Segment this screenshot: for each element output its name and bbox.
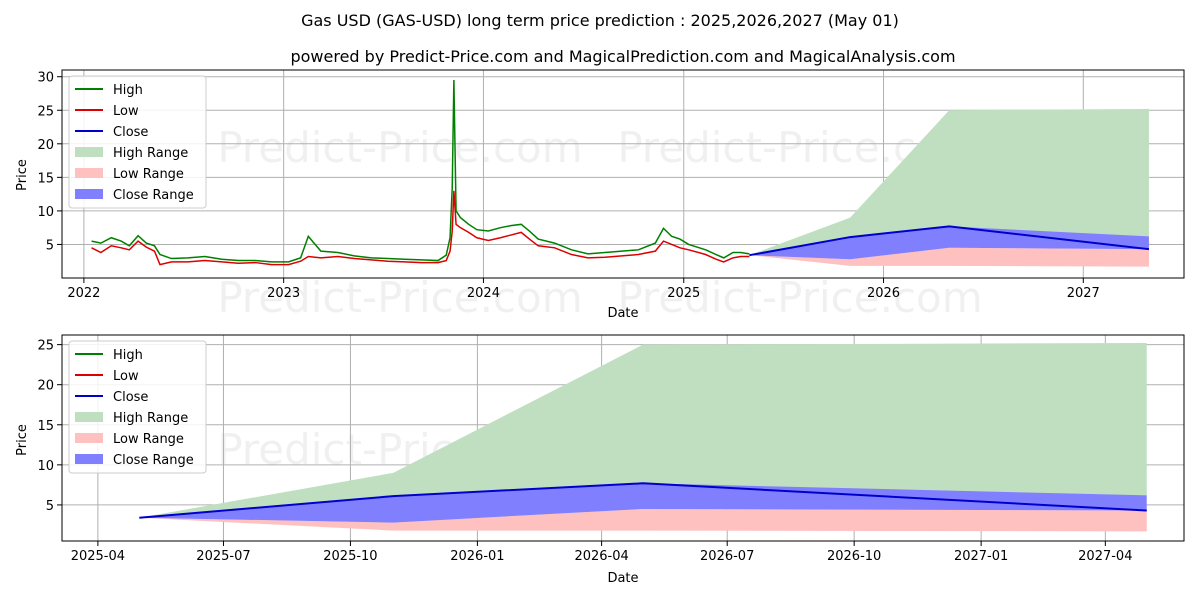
legend-label: Low [113, 369, 139, 384]
top-panel-series-lines [91, 80, 1150, 266]
bottom-panel-frame [61, 334, 1185, 542]
legend-label: Low Range [113, 167, 184, 182]
legend-label: Close [113, 125, 148, 140]
legend-area-swatch [75, 454, 103, 464]
x-tick-label: 2026-01 [450, 549, 504, 564]
top-panel-frame [61, 69, 1185, 279]
y-tick-label: 5 [46, 499, 54, 514]
bottom-panel-x-label: Date [607, 571, 638, 586]
legend-area-swatch [75, 412, 103, 422]
bottom-panel-range-bands [139, 343, 1147, 532]
top-panel-range-bands [749, 108, 1149, 267]
bottom-panel-ticks: 2025-04 2025-07 2025-10 2026-01 2026-04 2026-… [37, 339, 1132, 564]
close-range-band [139, 483, 1147, 523]
low-range-band [139, 508, 1147, 532]
legend-box [68, 75, 207, 209]
y-tick-label: 25 [37, 104, 54, 119]
close-series-line [749, 225, 1150, 257]
x-tick-label: 2027-04 [1078, 549, 1132, 564]
x-tick-label: 2022 [67, 286, 100, 301]
legend-label: High Range [113, 411, 188, 426]
legend-label: Close Range [113, 188, 194, 203]
legend-box [68, 340, 207, 474]
high-range-band [139, 343, 1147, 523]
legend-label: Low Range [113, 432, 184, 447]
y-tick-label: 5 [46, 238, 54, 253]
bottom-panel-legend: High Low Close High Range Low Range Close Ran… [68, 340, 207, 474]
legend-area-swatch [75, 168, 103, 178]
y-tick-label: 10 [37, 459, 54, 474]
x-tick-label: 2024 [467, 286, 500, 301]
y-tick-label: 15 [37, 419, 54, 434]
y-tick-label: 15 [37, 171, 54, 186]
legend-label: Close Range [113, 453, 194, 468]
watermark-text: Predict-Price.com [617, 273, 982, 322]
high-range-band [749, 108, 1149, 260]
x-tick-label: 2026-10 [827, 549, 881, 564]
legend-area-swatch [75, 189, 103, 199]
x-tick-label: 2023 [267, 286, 300, 301]
y-tick-label: 30 [37, 71, 54, 86]
legend-area-swatch [75, 433, 103, 443]
high-series-line [91, 80, 750, 263]
legend-label: Low [113, 104, 139, 119]
bottom-panel-series-lines [139, 482, 1147, 519]
top-panel-x-label: Date [607, 306, 638, 321]
y-tick-label: 10 [37, 205, 54, 220]
x-tick-label: 2025-04 [71, 549, 125, 564]
low-series-line [91, 190, 750, 266]
x-tick-label: 2027 [1067, 286, 1100, 301]
x-tick-label: 2027-01 [954, 549, 1008, 564]
watermark-text: Predict-Price.com [217, 273, 582, 322]
y-tick-label: 20 [37, 138, 54, 153]
top-price-panel: Predict-Price.com Predict-Price.com Pred… [15, 69, 1185, 322]
y-tick-label: 20 [37, 379, 54, 394]
x-tick-label: 2026-07 [700, 549, 754, 564]
x-tick-label: 2025 [667, 286, 700, 301]
watermark-text: Predict-Price.com [217, 123, 582, 172]
chart-subtitle: powered by Predict-Price.com and Magical… [290, 47, 955, 66]
x-tick-label: 2026 [867, 286, 900, 301]
legend-area-swatch [75, 147, 103, 157]
legend-label: High Range [113, 146, 188, 161]
low-range-band [749, 247, 1149, 267]
close-series-line [139, 482, 1147, 519]
legend-label: High [113, 83, 143, 98]
y-tick-label: 25 [37, 339, 54, 354]
top-panel-y-label: Price [15, 159, 30, 191]
chart-title: Gas USD (GAS-USD) long term price predic… [301, 11, 899, 30]
bottom-panel-y-label: Price [15, 424, 30, 456]
bottom-forecast-panel: Predict-Price.com Predict-Price.com 2025… [15, 334, 1185, 586]
legend-label: High [113, 348, 143, 363]
legend-label: Close [113, 390, 148, 405]
x-tick-label: 2025-10 [323, 549, 377, 564]
top-panel-legend: High Low Close High Range Low Range Close Ran… [68, 75, 207, 209]
x-tick-label: 2026-04 [574, 549, 628, 564]
close-range-band [749, 226, 1149, 260]
x-tick-label: 2025-07 [196, 549, 250, 564]
